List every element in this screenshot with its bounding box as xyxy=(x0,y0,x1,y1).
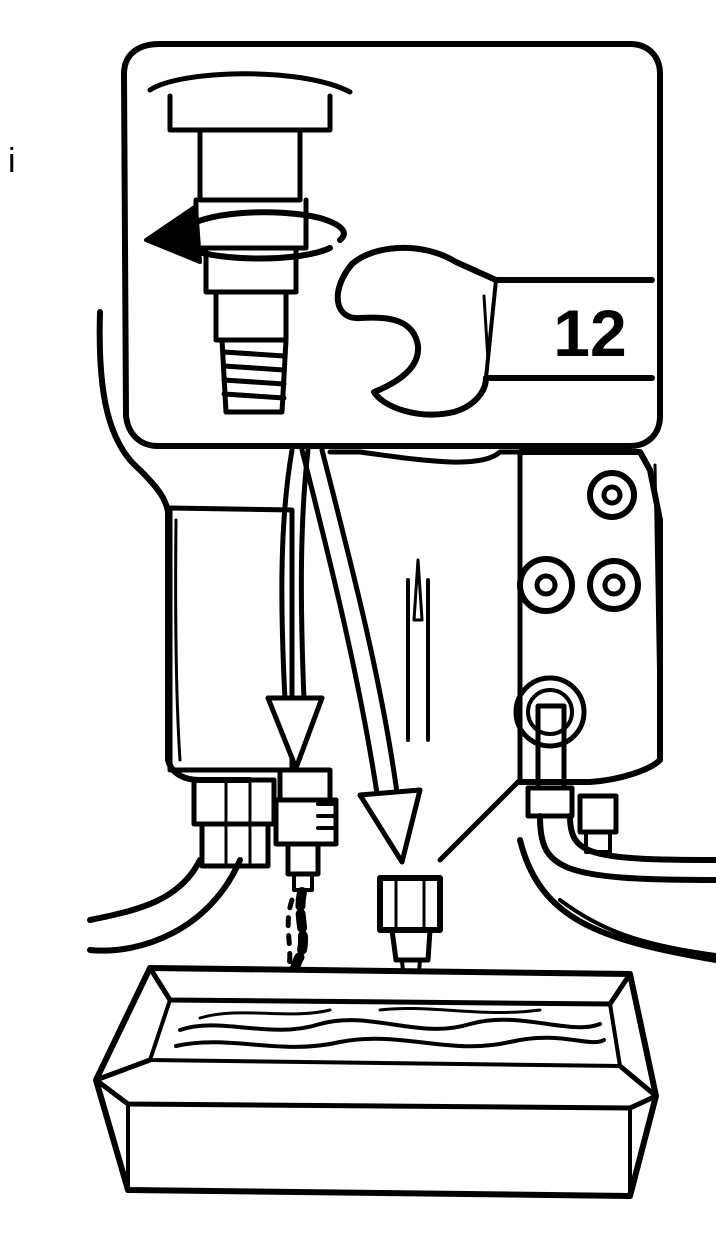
counterclockwise-arrow-icon xyxy=(144,204,347,264)
drip-tray xyxy=(93,965,659,1199)
left-bleed-screw xyxy=(273,767,339,892)
mounting-boss-left xyxy=(517,556,575,614)
left-fuel-pipe xyxy=(87,857,243,954)
fuel-in-tray xyxy=(174,1006,606,1049)
open-end-wrench xyxy=(334,244,655,418)
inset-panel xyxy=(121,41,663,449)
flow-arrow-center xyxy=(299,447,423,865)
mounting-boss-right xyxy=(587,558,641,612)
filter-housing xyxy=(96,309,663,863)
wrench-size-label: 12 xyxy=(553,296,626,370)
flow-arrow-dip xyxy=(406,558,430,742)
left-nut xyxy=(191,777,277,869)
right-fuel-pipes xyxy=(517,813,716,963)
right-banjo-fitting xyxy=(513,675,619,854)
margin-mark: i xyxy=(8,142,16,180)
flow-arrow-left xyxy=(265,447,325,771)
mounting-boss-top xyxy=(587,470,637,520)
inset-bleed-screw-thread xyxy=(219,337,289,415)
